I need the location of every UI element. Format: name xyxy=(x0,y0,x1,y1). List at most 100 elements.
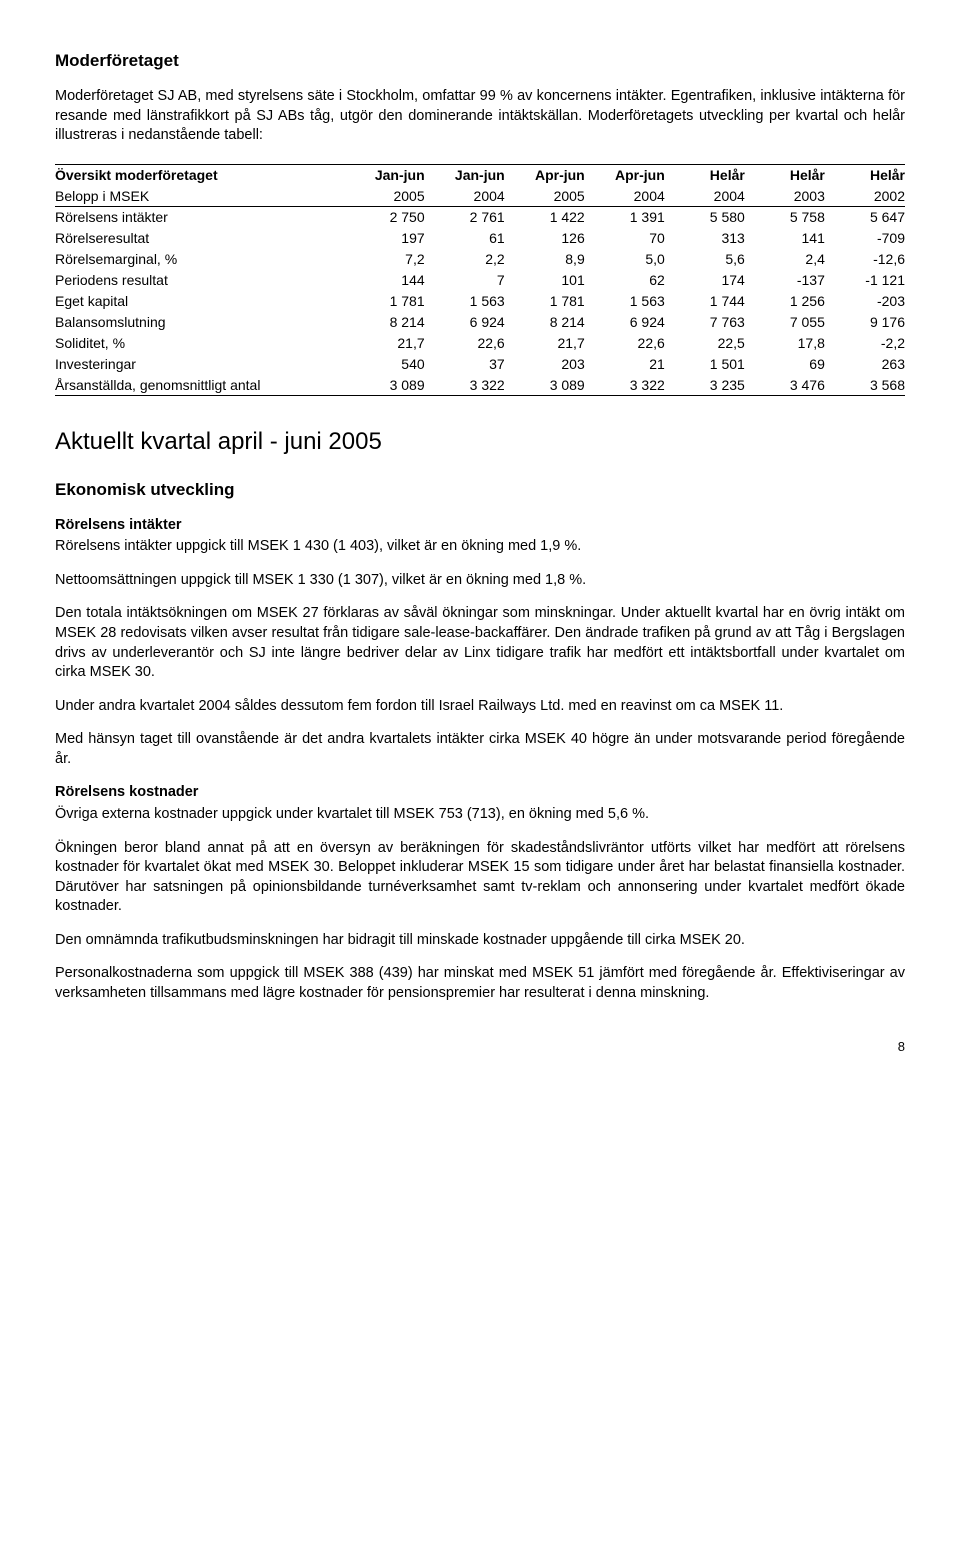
paragraph: Personalkostnaderna som uppgick till MSE… xyxy=(55,964,905,1003)
td: 174 xyxy=(665,270,745,291)
td: 2 750 xyxy=(345,207,425,228)
td: 22,6 xyxy=(425,333,505,354)
td: 197 xyxy=(345,228,425,249)
td: Rörelsemarginal, % xyxy=(55,249,345,270)
paragraph: Nettoomsättningen uppgick till MSEK 1 33… xyxy=(55,571,905,591)
td: -203 xyxy=(825,291,905,312)
table-row: Periodens resultat144710162174-137-1 121 xyxy=(55,270,905,291)
td: 1 781 xyxy=(505,291,585,312)
td: 1 501 xyxy=(665,354,745,375)
td: Rörelsens intäkter xyxy=(55,207,345,228)
td: 3 568 xyxy=(825,375,905,396)
paragraph: Den totala intäktsökningen om MSEK 27 fö… xyxy=(55,604,905,682)
table-row: Investeringar54037203211 50169263 xyxy=(55,354,905,375)
td: 2,4 xyxy=(745,249,825,270)
td: 5 647 xyxy=(825,207,905,228)
td: 2004 xyxy=(585,186,665,207)
th: Jan-jun xyxy=(425,164,505,185)
td: 313 xyxy=(665,228,745,249)
td: 70 xyxy=(585,228,665,249)
th: Apr-jun xyxy=(585,164,665,185)
td: 5,0 xyxy=(585,249,665,270)
td: 7 763 xyxy=(665,312,745,333)
td: 2,2 xyxy=(425,249,505,270)
td: 22,5 xyxy=(665,333,745,354)
td: -709 xyxy=(825,228,905,249)
table-row: Årsanställda, genomsnittligt antal3 0893… xyxy=(55,375,905,396)
paragraph: Rörelsens intäkter uppgick till MSEK 1 4… xyxy=(55,537,905,557)
paragraph: Övriga externa kostnader uppgick under k… xyxy=(55,805,905,825)
td: 69 xyxy=(745,354,825,375)
td: 8 214 xyxy=(345,312,425,333)
td: Rörelseresultat xyxy=(55,228,345,249)
td: -2,2 xyxy=(825,333,905,354)
td: 144 xyxy=(345,270,425,291)
td: 3 089 xyxy=(505,375,585,396)
td: 9 176 xyxy=(825,312,905,333)
td: 5 580 xyxy=(665,207,745,228)
td: 7,2 xyxy=(345,249,425,270)
td: 21 xyxy=(585,354,665,375)
td: 2004 xyxy=(665,186,745,207)
td: 21,7 xyxy=(505,333,585,354)
td: Årsanställda, genomsnittligt antal xyxy=(55,375,345,396)
td: Balansomslutning xyxy=(55,312,345,333)
td: 2003 xyxy=(745,186,825,207)
td: 2 761 xyxy=(425,207,505,228)
td: 1 256 xyxy=(745,291,825,312)
td: Belopp i MSEK xyxy=(55,186,345,207)
page-number: 8 xyxy=(55,1038,905,1056)
td: 2002 xyxy=(825,186,905,207)
subheading-kostnader: Rörelsens kostnader xyxy=(55,784,198,800)
td: 6 924 xyxy=(585,312,665,333)
th: Apr-jun xyxy=(505,164,585,185)
th: Översikt moderföretaget xyxy=(55,164,345,185)
table-header-row-2: Belopp i MSEK 2005 2004 2005 2004 2004 2… xyxy=(55,186,905,207)
td: Eget kapital xyxy=(55,291,345,312)
table-row: Rörelsemarginal, %7,22,28,95,05,62,4-12,… xyxy=(55,249,905,270)
td: 8 214 xyxy=(505,312,585,333)
paragraph: Under andra kvartalet 2004 såldes dessut… xyxy=(55,697,905,717)
td: 1 744 xyxy=(665,291,745,312)
table-row: Balansomslutning8 2146 9248 2146 9247 76… xyxy=(55,312,905,333)
td: 1 563 xyxy=(425,291,505,312)
td: 2004 xyxy=(425,186,505,207)
th: Helår xyxy=(825,164,905,185)
td: 21,7 xyxy=(345,333,425,354)
td: 22,6 xyxy=(585,333,665,354)
td: 61 xyxy=(425,228,505,249)
td: 8,9 xyxy=(505,249,585,270)
td: 2005 xyxy=(505,186,585,207)
paragraph: Med hänsyn taget till ovanstående är det… xyxy=(55,730,905,769)
td: Investeringar xyxy=(55,354,345,375)
td: 1 422 xyxy=(505,207,585,228)
table-row: Soliditet, %21,722,621,722,622,517,8-2,2 xyxy=(55,333,905,354)
td: -1 121 xyxy=(825,270,905,291)
td: 2005 xyxy=(345,186,425,207)
td: 7 xyxy=(425,270,505,291)
td: -137 xyxy=(745,270,825,291)
td: -12,6 xyxy=(825,249,905,270)
heading-moderforetaget: Moderföretaget xyxy=(55,50,905,73)
td: 37 xyxy=(425,354,505,375)
td: 7 055 xyxy=(745,312,825,333)
overview-table: Översikt moderföretaget Jan-jun Jan-jun … xyxy=(55,164,905,397)
td: 101 xyxy=(505,270,585,291)
td: 3 476 xyxy=(745,375,825,396)
heading-ekonomisk-utveckling: Ekonomisk utveckling xyxy=(55,479,905,502)
td: 3 235 xyxy=(665,375,745,396)
td: 6 924 xyxy=(425,312,505,333)
td: 1 563 xyxy=(585,291,665,312)
td: 203 xyxy=(505,354,585,375)
table-row: Eget kapital1 7811 5631 7811 5631 7441 2… xyxy=(55,291,905,312)
td: 3 089 xyxy=(345,375,425,396)
subheading-intakter: Rörelsens intäkter xyxy=(55,517,182,533)
heading-aktuellt-kvartal: Aktuellt kvartal april - juni 2005 xyxy=(55,426,905,458)
table-header-row-1: Översikt moderföretaget Jan-jun Jan-jun … xyxy=(55,164,905,185)
td: 1 781 xyxy=(345,291,425,312)
th: Jan-jun xyxy=(345,164,425,185)
td: Soliditet, % xyxy=(55,333,345,354)
td: 5,6 xyxy=(665,249,745,270)
td: Periodens resultat xyxy=(55,270,345,291)
td: 5 758 xyxy=(745,207,825,228)
